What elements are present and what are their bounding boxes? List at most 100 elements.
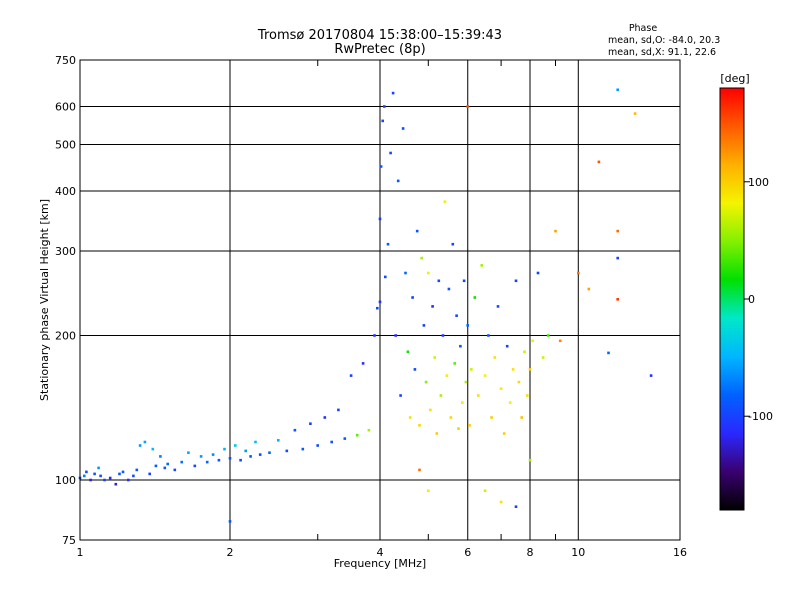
data-point bbox=[121, 470, 125, 474]
data-point bbox=[445, 374, 449, 377]
x-axis-ticks: 1 2 4 6 8 10 16 bbox=[77, 60, 687, 559]
data-point bbox=[464, 380, 468, 384]
data-point bbox=[193, 464, 197, 468]
data-point bbox=[378, 300, 382, 304]
data-point bbox=[97, 466, 100, 470]
data-point bbox=[459, 344, 462, 348]
stats-line-o: mean, sd,O: -84.0, 20.3 bbox=[608, 35, 720, 46]
y-tick-label: 200 bbox=[55, 330, 76, 343]
data-point bbox=[536, 271, 540, 275]
data-point bbox=[439, 394, 443, 397]
data-point bbox=[493, 356, 497, 359]
data-point bbox=[337, 408, 340, 412]
data-point bbox=[154, 464, 158, 468]
x-tick-label: 16 bbox=[673, 546, 687, 559]
data-point bbox=[349, 374, 353, 377]
data-point bbox=[514, 279, 518, 283]
data-point bbox=[431, 305, 434, 308]
data-point bbox=[487, 334, 490, 337]
y-tick-label: 300 bbox=[55, 245, 76, 258]
data-point bbox=[447, 287, 451, 291]
data-point bbox=[399, 394, 402, 397]
data-point bbox=[514, 505, 518, 508]
data-point bbox=[379, 165, 383, 168]
data-point bbox=[89, 478, 92, 482]
data-point bbox=[254, 440, 257, 444]
x-tick-label: 1 bbox=[77, 546, 84, 559]
data-point bbox=[228, 457, 232, 460]
x-tick-label: 10 bbox=[571, 546, 585, 559]
data-point bbox=[616, 298, 619, 301]
data-point bbox=[415, 229, 419, 233]
data-point bbox=[239, 458, 242, 462]
data-point bbox=[309, 422, 312, 425]
data-point bbox=[108, 476, 112, 480]
data-point bbox=[205, 460, 209, 464]
data-point bbox=[649, 374, 653, 377]
data-point bbox=[389, 151, 392, 155]
data-point bbox=[285, 449, 289, 453]
data-point bbox=[528, 368, 532, 371]
data-point bbox=[607, 351, 610, 355]
data-point bbox=[138, 444, 142, 447]
data-point bbox=[180, 460, 183, 464]
data-point bbox=[103, 478, 106, 482]
data-point bbox=[577, 271, 580, 275]
data-point bbox=[163, 466, 167, 470]
data-point bbox=[413, 368, 417, 371]
data-point bbox=[418, 424, 421, 427]
data-point bbox=[211, 453, 215, 456]
data-point bbox=[173, 468, 177, 472]
data-point bbox=[244, 449, 247, 453]
data-point bbox=[258, 453, 262, 456]
data-point bbox=[483, 489, 487, 492]
data-point bbox=[468, 424, 471, 427]
data-point bbox=[376, 306, 379, 310]
data-point bbox=[435, 432, 439, 435]
data-point bbox=[496, 305, 500, 308]
data-point bbox=[453, 362, 456, 365]
data-point bbox=[135, 468, 139, 472]
stats-heading: Phase bbox=[629, 23, 658, 34]
data-point bbox=[429, 408, 432, 412]
data-point bbox=[249, 455, 252, 458]
data-point bbox=[616, 88, 619, 92]
data-point bbox=[323, 416, 327, 419]
data-point bbox=[499, 387, 503, 390]
data-point bbox=[502, 432, 506, 435]
data-point bbox=[505, 344, 509, 348]
data-point bbox=[418, 468, 421, 472]
y-tick-label: 400 bbox=[55, 185, 76, 198]
colorbar-ticks: 100 0 -100 bbox=[744, 176, 773, 423]
data-point bbox=[597, 160, 601, 164]
x-tick-label: 2 bbox=[227, 546, 234, 559]
data-point bbox=[528, 458, 532, 462]
data-point bbox=[466, 105, 469, 108]
data-point bbox=[148, 472, 151, 476]
data-point bbox=[443, 200, 447, 203]
data-point bbox=[616, 229, 619, 233]
data-point bbox=[199, 455, 203, 458]
data-point bbox=[526, 394, 529, 397]
data-point bbox=[394, 334, 397, 337]
data-point bbox=[127, 478, 130, 482]
data-point bbox=[384, 275, 387, 279]
data-point bbox=[546, 334, 550, 337]
chart-title: Tromsø 20170804 15:38:00–15:39:43 bbox=[257, 28, 502, 43]
data-point bbox=[411, 296, 414, 299]
data-point bbox=[217, 458, 221, 462]
data-point bbox=[381, 119, 384, 123]
data-point bbox=[406, 350, 410, 354]
data-point bbox=[427, 489, 430, 492]
data-point bbox=[330, 440, 333, 444]
grid-lines bbox=[80, 60, 680, 540]
data-point bbox=[508, 401, 512, 404]
data-point bbox=[511, 368, 515, 371]
data-point bbox=[114, 482, 118, 486]
data-point bbox=[293, 428, 297, 432]
data-point bbox=[378, 217, 382, 221]
colorbar bbox=[719, 87, 745, 511]
data-point bbox=[343, 437, 347, 440]
data-point bbox=[466, 324, 469, 327]
